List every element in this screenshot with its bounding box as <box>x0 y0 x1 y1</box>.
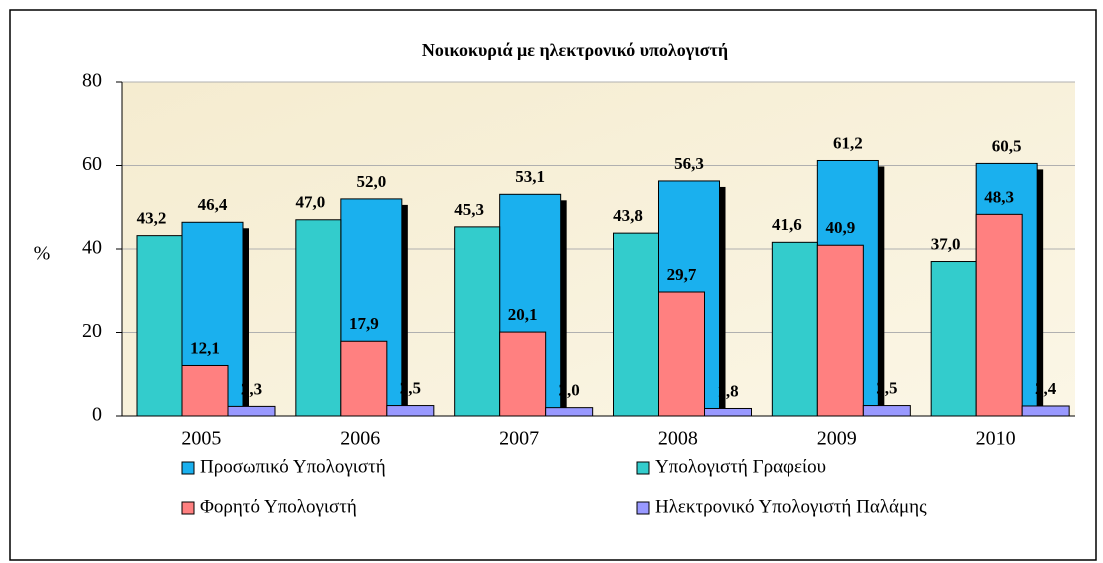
bar <box>862 405 911 417</box>
value-label: 17,9 <box>349 314 379 333</box>
value-label: 61,2 <box>833 133 863 152</box>
value-label: 12,1 <box>190 338 220 357</box>
value-label: 46,4 <box>198 195 228 214</box>
bar <box>975 213 1023 417</box>
y-axis-label: % <box>34 243 51 265</box>
bar <box>1021 405 1070 417</box>
legend-swatch <box>636 461 650 475</box>
value-label: 43,2 <box>137 209 167 228</box>
bar <box>454 226 501 417</box>
y-tick-label: 0 <box>92 404 102 426</box>
value-label: 2,3 <box>241 379 262 398</box>
value-label: 56,3 <box>674 154 704 173</box>
value-label: 43,8 <box>613 206 643 225</box>
value-label: 20,1 <box>508 305 538 324</box>
value-label: 29,7 <box>667 265 697 284</box>
value-label: 2,5 <box>876 378 897 397</box>
value-label: 41,6 <box>772 215 802 234</box>
bar <box>658 291 705 417</box>
y-tick-label: 40 <box>82 237 102 259</box>
bar <box>545 407 594 417</box>
x-tick-label: 2005 <box>181 428 221 450</box>
x-tick-label: 2010 <box>976 428 1016 450</box>
value-label: 48,3 <box>984 187 1014 206</box>
bar <box>816 244 864 417</box>
legend-label: Υπολογιστή Γραφείου <box>655 456 826 477</box>
value-label: 52,0 <box>356 172 386 191</box>
value-label: 2,5 <box>400 378 421 397</box>
value-label: 60,5 <box>992 136 1022 155</box>
y-tick-label: 60 <box>82 153 102 175</box>
chart-title: Νοικοκυριά με ηλεκτρονικό υπολογιστή <box>422 40 728 60</box>
value-label: 47,0 <box>295 193 325 212</box>
value-label: 2,4 <box>1035 379 1057 398</box>
value-label: 1,8 <box>717 381 738 400</box>
x-tick-label: 2009 <box>817 428 857 450</box>
legend-label: Φορητό Υπολογιστή <box>200 496 357 517</box>
bar <box>136 235 183 417</box>
bar <box>181 364 229 417</box>
x-tick-label: 2006 <box>340 428 380 450</box>
x-tick-label: 2008 <box>658 428 698 450</box>
y-tick-label: 80 <box>82 70 102 92</box>
bar <box>771 241 818 417</box>
bar <box>227 405 276 417</box>
bar <box>930 261 977 417</box>
value-label: 53,1 <box>515 167 545 186</box>
value-label: 40,9 <box>825 218 855 237</box>
bar <box>499 331 547 417</box>
x-tick-label: 2007 <box>499 428 539 450</box>
value-label: 45,3 <box>454 200 484 219</box>
y-tick-label: 20 <box>82 320 102 342</box>
legend-label: Προσωπικό Υπολογιστή <box>200 456 386 477</box>
legend-swatch <box>181 501 195 515</box>
legend-swatch <box>636 501 650 515</box>
legend-swatch <box>181 461 195 475</box>
bar <box>386 405 435 417</box>
bar <box>340 340 388 417</box>
bar <box>295 219 342 417</box>
bar <box>613 232 659 417</box>
legend-label: Ηλεκτρονικό Υπολογιστή Παλάμης <box>655 496 927 517</box>
value-label: 37,0 <box>931 234 961 253</box>
value-label: 2,0 <box>559 381 580 400</box>
bar <box>704 407 752 417</box>
